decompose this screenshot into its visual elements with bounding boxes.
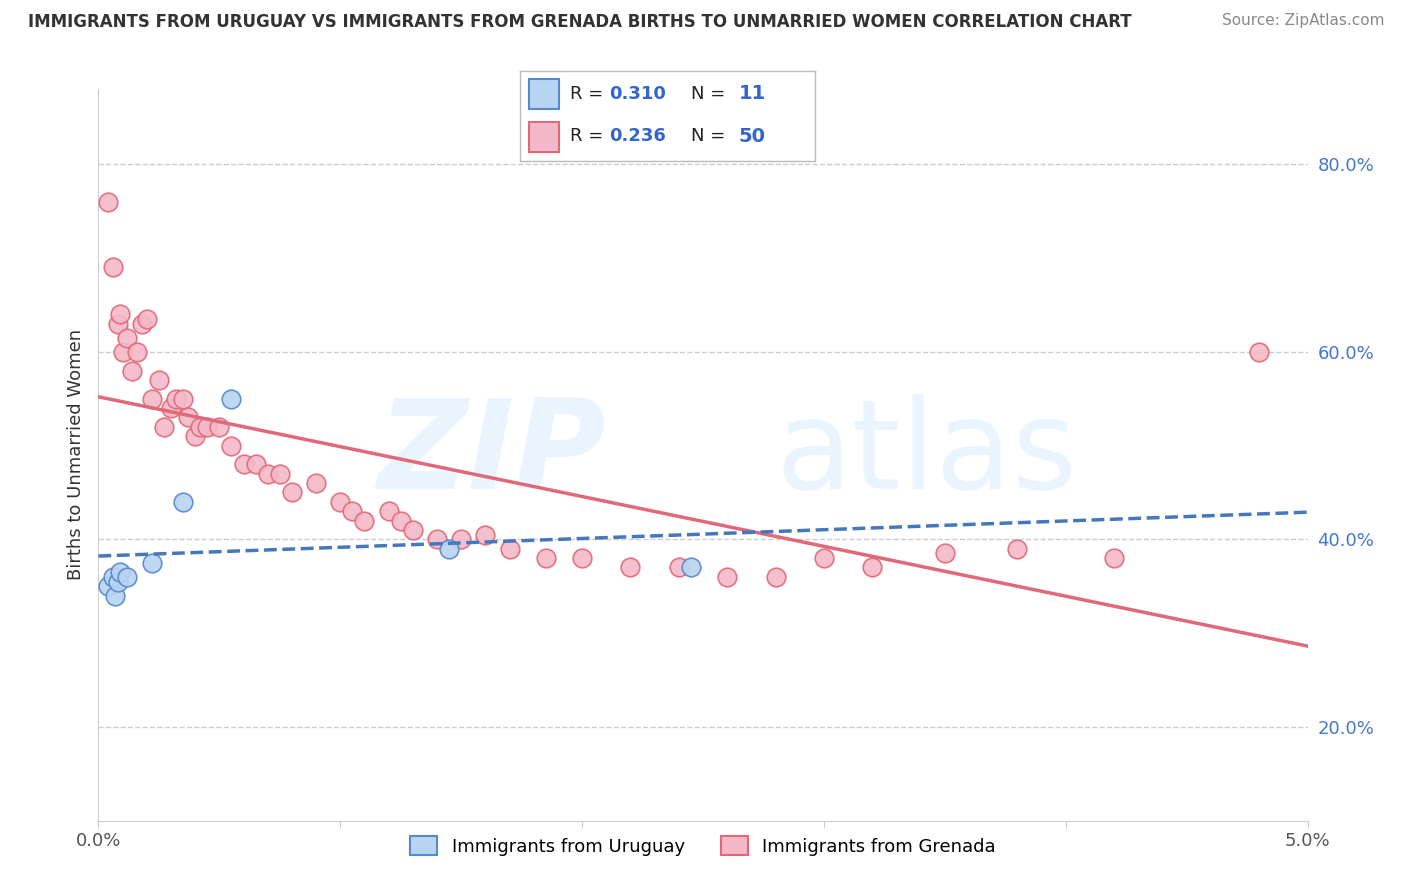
Point [195,419,218,434]
Point [208,419,231,434]
Point [377,504,399,518]
Text: 11: 11 [738,84,766,103]
Point [813,551,835,566]
Point [716,570,738,584]
Point [679,560,702,574]
Point [172,392,194,406]
Point [104,589,127,603]
Point [450,533,472,547]
Point [107,317,129,331]
Legend: Immigrants from Uruguay, Immigrants from Grenada: Immigrants from Uruguay, Immigrants from… [404,829,1002,863]
Point [107,574,129,589]
Point [474,527,496,541]
Point [1249,344,1271,359]
Point [498,541,520,556]
Point [131,317,153,331]
Text: N =: N = [692,85,731,103]
Text: Source: ZipAtlas.com: Source: ZipAtlas.com [1222,13,1385,29]
Point [1102,551,1125,566]
Point [127,344,149,359]
Point [934,546,956,560]
Point [148,373,170,387]
Point [342,504,364,518]
Point [232,458,254,472]
Point [353,514,375,528]
Point [117,570,139,584]
Point [619,560,641,574]
Point [281,485,304,500]
Point [437,541,460,556]
Text: 50: 50 [738,127,766,146]
Text: 0.236: 0.236 [609,128,665,145]
Point [221,438,243,452]
FancyBboxPatch shape [529,79,558,109]
Text: N =: N = [692,128,731,145]
Point [184,429,207,443]
Point [765,570,787,584]
Point [245,458,267,472]
Point [101,570,124,584]
Point [141,556,163,570]
Point [135,312,157,326]
Point [1007,541,1029,556]
Point [172,495,194,509]
Point [97,579,120,593]
Text: ZIP: ZIP [378,394,606,516]
Point [860,560,883,574]
Point [165,392,187,406]
Text: 0.310: 0.310 [609,85,665,103]
Point [668,560,690,574]
Point [152,419,174,434]
Point [117,331,139,345]
Point [534,551,557,566]
Point [426,533,449,547]
Point [188,419,211,434]
Point [111,344,134,359]
Point [269,467,291,481]
Point [305,476,328,491]
Point [389,514,412,528]
Point [101,260,124,275]
Point [177,410,200,425]
Point [121,363,143,377]
Text: atlas: atlas [776,394,1077,516]
Point [256,467,278,481]
Point [97,194,120,209]
Y-axis label: Births to Unmarried Women: Births to Unmarried Women [66,329,84,581]
Point [402,523,425,537]
Point [160,401,183,415]
Text: R =: R = [571,85,609,103]
FancyBboxPatch shape [529,122,558,152]
Point [329,495,352,509]
Text: IMMIGRANTS FROM URUGUAY VS IMMIGRANTS FROM GRENADA BIRTHS TO UNMARRIED WOMEN COR: IMMIGRANTS FROM URUGUAY VS IMMIGRANTS FR… [28,13,1132,31]
Point [221,392,243,406]
Point [108,565,131,579]
Point [108,307,131,321]
Point [571,551,593,566]
Text: R =: R = [571,128,609,145]
Point [141,392,163,406]
